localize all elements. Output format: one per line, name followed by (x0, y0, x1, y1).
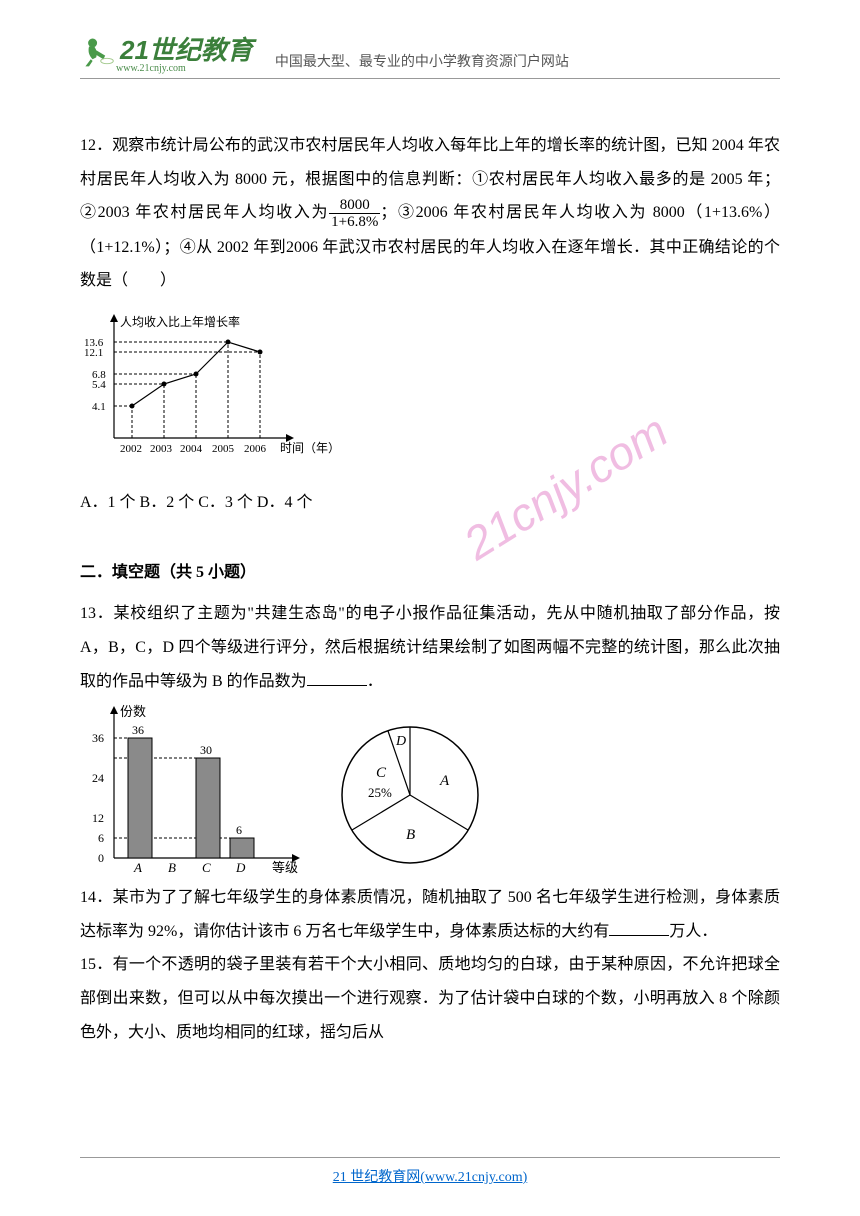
svg-text:4.1: 4.1 (92, 401, 106, 413)
svg-text:0: 0 (98, 851, 104, 865)
q15-text: 15．有一个不透明的袋子里装有若干个大小相同、质地均匀的白球，由于某种原因，不允… (80, 956, 780, 1040)
svg-text:6: 6 (236, 823, 242, 837)
svg-text:6: 6 (98, 831, 104, 845)
svg-text:2004: 2004 (180, 443, 203, 455)
page-footer: 21 世纪教育网(www.21cnjy.com) (80, 1157, 780, 1186)
q13-blank (307, 670, 367, 686)
q13-bar-chart: 份数 36 24 12 6 0 36 30 6 A B C D 等级 (80, 702, 320, 877)
svg-text:D: D (395, 734, 406, 749)
svg-text:5.4: 5.4 (92, 379, 106, 391)
svg-text:25%: 25% (368, 785, 392, 800)
q12-fraction: 80001+6.8% (329, 197, 380, 231)
svg-text:等级: 等级 (272, 860, 298, 875)
svg-text:B: B (406, 827, 415, 843)
q13-pie-chart: A B C 25% D (320, 707, 500, 877)
svg-text:B: B (168, 860, 176, 875)
q14-blank (609, 920, 669, 936)
logo-text: 21世纪教育 (120, 30, 253, 67)
logo: 21世纪教育 www.21cnjy.com (80, 30, 253, 74)
svg-text:2005: 2005 (212, 443, 235, 455)
content-area: 12．观察市统计局公布的武汉市农村居民年人均收入每年比上年的增长率的统计图，已知… (80, 129, 780, 1049)
footer-url: (www.21cnjy.com) (420, 1170, 527, 1185)
svg-text:2003: 2003 (150, 443, 173, 455)
q13-suffix: ． (367, 673, 383, 690)
question-13: 13．某校组织了主题为"共建生态岛"的电子小报作品征集活动，先从中随机抽取了部分… (80, 597, 780, 698)
svg-text:12.1: 12.1 (84, 347, 103, 359)
svg-text:36: 36 (132, 723, 144, 737)
svg-text:时间（年）: 时间（年） (280, 441, 340, 455)
q12-options: A．1 个 B．2 个 C．3 个 D．4 个 (80, 486, 780, 520)
svg-text:36: 36 (92, 731, 104, 745)
logo-icon (80, 34, 116, 70)
svg-text:C: C (376, 765, 387, 781)
header-subtitle: 中国最大型、最专业的中小学教育资源门户网站 (275, 51, 569, 71)
svg-text:2006: 2006 (244, 443, 267, 455)
svg-text:A: A (133, 860, 142, 875)
page-header: 21世纪教育 www.21cnjy.com 中国最大型、最专业的中小学教育资源门… (80, 30, 780, 79)
chart-title: 人均收入比上年增长率 (120, 314, 240, 329)
svg-text:D: D (235, 860, 246, 875)
svg-text:A: A (439, 773, 450, 789)
footer-text: 21 世纪教育网 (333, 1170, 421, 1185)
svg-text:C: C (202, 860, 211, 875)
q12-line-chart: 人均收入比上年增长率 13.6 12.1 6.8 5.4 4.1 2002 20… (80, 308, 780, 481)
svg-text:2002: 2002 (120, 443, 142, 455)
svg-text:30: 30 (200, 743, 212, 757)
svg-text:份数: 份数 (120, 704, 146, 719)
question-12: 12．观察市统计局公布的武汉市农村居民年人均收入每年比上年的增长率的统计图，已知… (80, 129, 780, 298)
svg-text:24: 24 (92, 771, 104, 785)
question-15: 15．有一个不透明的袋子里装有若干个大小相同、质地均匀的白球，由于某种原因，不允… (80, 948, 780, 1049)
q13-charts: 份数 36 24 12 6 0 36 30 6 A B C D 等级 (80, 702, 780, 877)
question-14: 14．某市为了了解七年级学生的身体素质情况，随机抽取了 500 名七年级学生进行… (80, 881, 780, 948)
q14-text-2: 万人． (669, 923, 717, 940)
section-2-title: 二．填空题（共 5 小题） (80, 556, 780, 590)
q13-text: 13．某校组织了主题为"共建生态岛"的电子小报作品征集活动，先从中随机抽取了部分… (80, 605, 780, 689)
svg-text:12: 12 (92, 811, 104, 825)
